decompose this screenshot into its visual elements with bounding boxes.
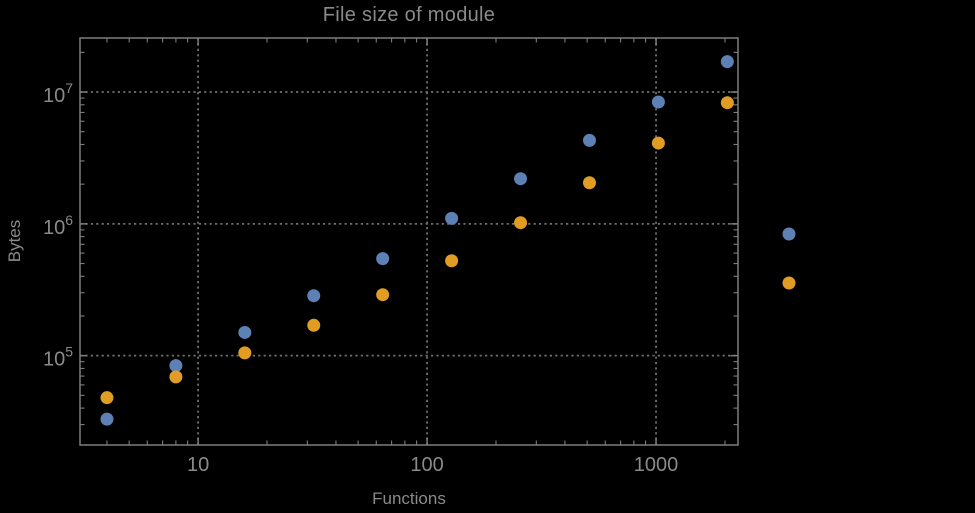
- point-series-1-x512: [582, 133, 596, 147]
- point-series-2-x4: [100, 391, 114, 405]
- y-axis-minor-ticks: [80, 51, 738, 426]
- point-series-2-x1024: [651, 136, 665, 150]
- x-tick-label-1000: 1000: [634, 454, 679, 476]
- y-tick-label-1e7: 107: [43, 80, 73, 107]
- x-axis-title: Functions: [372, 489, 446, 508]
- x-tick-label-10: 10: [187, 454, 209, 476]
- y-tick-label-1e6: 106: [43, 212, 73, 239]
- points-series-1: [100, 55, 734, 426]
- point-series-2-x128: [445, 254, 459, 268]
- point-series-2-x256: [514, 216, 528, 230]
- legend-marker-series-2: [782, 276, 796, 290]
- point-series-1-x8: [169, 359, 183, 373]
- y-axis-major-ticks: [80, 91, 738, 357]
- point-series-1-x64: [376, 252, 390, 266]
- point-series-1-x2048: [720, 55, 734, 69]
- plot-frame: [79, 37, 739, 446]
- legend-marker-series-1: [782, 227, 796, 241]
- y-axis-title: Bytes: [5, 219, 24, 263]
- x-tick-label-100: 100: [410, 454, 443, 476]
- point-series-1-x16: [238, 325, 252, 339]
- point-series-2-x16: [238, 346, 252, 360]
- point-series-1-x4: [100, 412, 114, 426]
- point-series-1-x32: [307, 289, 321, 303]
- point-series-2-x64: [376, 288, 390, 302]
- point-series-1-x1024: [651, 95, 665, 109]
- point-series-2-x512: [582, 176, 596, 190]
- point-series-1-x128: [445, 211, 459, 225]
- points-series-2: [100, 96, 734, 405]
- point-series-2-x32: [307, 318, 321, 332]
- point-series-1-x256: [514, 172, 528, 186]
- chart-title: File size of module: [322, 4, 496, 26]
- point-series-2-x2048: [720, 96, 734, 110]
- x-axis-minor-ticks: [106, 38, 726, 445]
- point-series-2-x8: [169, 370, 183, 384]
- x-axis-major-ticks: [197, 38, 657, 445]
- y-tick-label-1e5: 105: [43, 344, 73, 371]
